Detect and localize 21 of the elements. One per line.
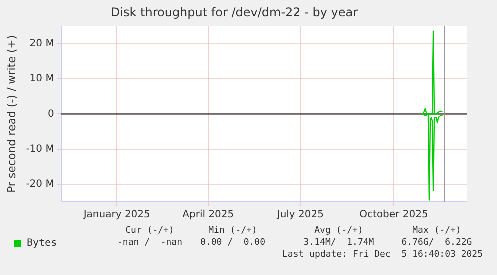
- text: Min (-/+): [208, 226, 258, 236]
- text: Max (-/+): [412, 226, 462, 236]
- text: 3.14M/ 1.74M: [304, 238, 374, 248]
- y-tick-label: 0: [48, 108, 54, 120]
- x-tick-label: April 2025: [182, 210, 234, 221]
- y-tick-label: 20 M: [30, 38, 54, 50]
- text: Last update: Fri Dec 5 16:40:03 2025: [282, 250, 483, 260]
- x-tick-label: January 2025: [82, 210, 150, 221]
- text: -nan / -nan: [117, 238, 183, 248]
- text: Cur (-/+): [126, 226, 174, 236]
- y-tick-label: 10 M: [30, 74, 54, 85]
- legend-label: Bytes: [27, 238, 58, 249]
- x-tick-label: July 2025: [276, 210, 324, 221]
- text: 6.76G/ 6.22G: [402, 238, 472, 248]
- text: Avg (-/+): [314, 226, 364, 236]
- y-tick-label: -20 M: [26, 179, 54, 190]
- x-tick-label: October 2025: [360, 210, 428, 221]
- text: 0.00 / 0.00: [200, 238, 266, 248]
- y-tick-label: -10 M: [26, 144, 54, 155]
- chart-title: Disk throughput for /dev/dm-22 - by year: [110, 5, 358, 20]
- y-axis-title: Pr second read (-) / write (+): [5, 35, 18, 194]
